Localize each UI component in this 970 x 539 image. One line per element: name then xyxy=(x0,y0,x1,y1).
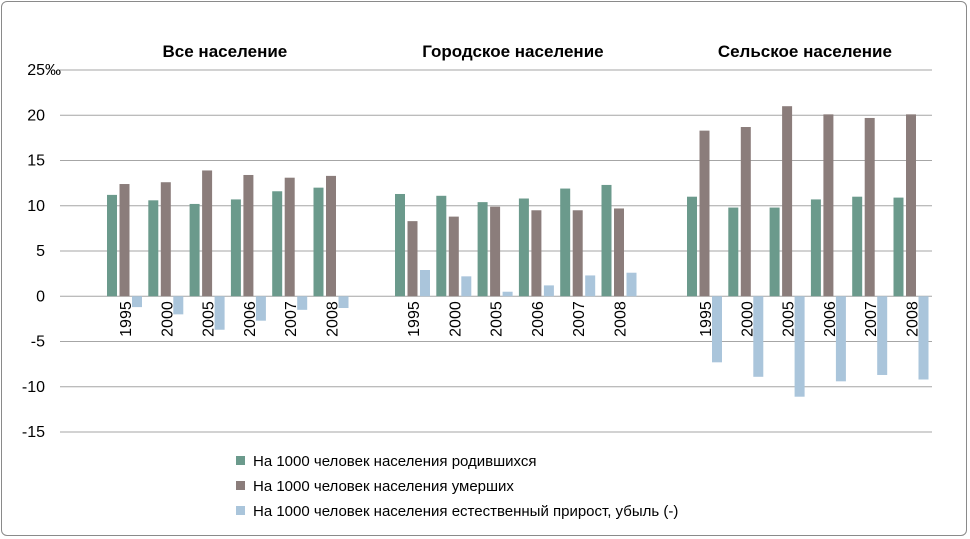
bar xyxy=(626,272,637,297)
bar xyxy=(864,117,875,297)
y-tick-label: 20 xyxy=(27,107,45,124)
bar xyxy=(448,216,459,297)
bar xyxy=(835,296,846,382)
y-tick-label: -10 xyxy=(22,379,45,396)
bar xyxy=(699,130,710,297)
category-label: 2008 xyxy=(325,301,342,337)
bar xyxy=(326,175,336,297)
category-label: 2005 xyxy=(201,301,218,337)
category-label: 1995 xyxy=(118,301,135,337)
category-label: 2008 xyxy=(905,301,922,337)
bar xyxy=(543,285,554,297)
bar xyxy=(338,296,349,309)
category-label: 1995 xyxy=(406,301,423,337)
bar xyxy=(877,296,888,375)
bar xyxy=(313,187,324,297)
legend-swatch xyxy=(236,456,245,465)
category-label: 2000 xyxy=(739,301,756,337)
category-label: 2005 xyxy=(781,301,798,337)
bar xyxy=(272,191,283,297)
legend-swatch xyxy=(236,506,245,515)
bar xyxy=(461,276,472,297)
bar xyxy=(728,207,739,297)
y-tick-label: -15 xyxy=(22,424,45,441)
bar xyxy=(502,291,513,297)
bar xyxy=(243,174,254,297)
category-label: 2007 xyxy=(283,301,300,337)
bar xyxy=(436,195,447,297)
label-layer: 25 ‰ 20 15 10 5 0 -5 -10 -15 Все население 1995 2000… xyxy=(22,42,922,441)
category-label: 2005 xyxy=(489,301,506,337)
bar xyxy=(202,170,213,297)
bar xyxy=(407,221,418,297)
bar xyxy=(230,199,241,297)
bar xyxy=(477,202,488,297)
bar xyxy=(132,296,142,308)
bar xyxy=(160,182,171,297)
bar xyxy=(255,296,266,321)
category-label: 2007 xyxy=(571,301,588,337)
bar xyxy=(107,194,117,297)
category-label: 1995 xyxy=(698,301,715,337)
bar xyxy=(823,114,834,297)
bar-layer xyxy=(107,106,929,397)
category-label: 2000 xyxy=(447,301,464,337)
bar xyxy=(769,207,780,297)
bar xyxy=(572,210,583,297)
bar xyxy=(712,296,722,363)
legend-label: На 1000 человек населения естественный п… xyxy=(253,503,678,520)
category-label: 2006 xyxy=(530,301,547,337)
y-unit-label: ‰ xyxy=(45,62,61,79)
bar xyxy=(119,184,130,297)
y-tick-label: -5 xyxy=(31,334,45,351)
bar xyxy=(585,275,596,297)
bar xyxy=(189,203,200,297)
bar xyxy=(918,296,929,380)
legend-swatch xyxy=(236,481,245,490)
group-title: Сельское население xyxy=(718,42,892,61)
bar xyxy=(148,200,159,297)
bar xyxy=(782,106,793,297)
category-label: 2006 xyxy=(242,301,259,337)
bar xyxy=(810,199,821,297)
bar xyxy=(852,196,863,297)
bar xyxy=(395,193,405,297)
bar xyxy=(753,296,764,377)
legend-label: На 1000 человек населения умерших xyxy=(253,478,514,495)
y-tick-label: 15 xyxy=(27,153,45,170)
bar xyxy=(490,206,501,297)
bar xyxy=(518,198,529,297)
bar xyxy=(173,296,184,315)
legend-label: На 1000 человек населения родившихся xyxy=(253,453,537,470)
y-tick-label: 25 xyxy=(27,62,45,79)
category-label: 2006 xyxy=(822,301,839,337)
bar xyxy=(614,208,624,297)
category-label: 2008 xyxy=(613,301,630,337)
bar xyxy=(601,184,612,297)
bar xyxy=(531,210,542,297)
bar xyxy=(794,296,805,397)
legend-layer: На 1000 человек населения родившихся На 1… xyxy=(236,453,678,520)
category-label: 2007 xyxy=(863,301,880,337)
bar xyxy=(560,188,571,297)
bar xyxy=(893,197,904,297)
bar xyxy=(420,270,430,297)
bar xyxy=(740,127,751,297)
category-label: 2000 xyxy=(159,301,176,337)
bar xyxy=(906,114,916,297)
y-tick-label: 5 xyxy=(36,243,45,260)
group-title: Все население xyxy=(163,42,288,61)
bar xyxy=(284,177,295,297)
bar xyxy=(297,296,308,310)
bar xyxy=(687,196,697,297)
bar xyxy=(214,296,225,330)
y-tick-label: 10 xyxy=(27,198,45,215)
group-title: Городское население xyxy=(422,42,603,61)
y-tick-label: 0 xyxy=(36,288,45,305)
